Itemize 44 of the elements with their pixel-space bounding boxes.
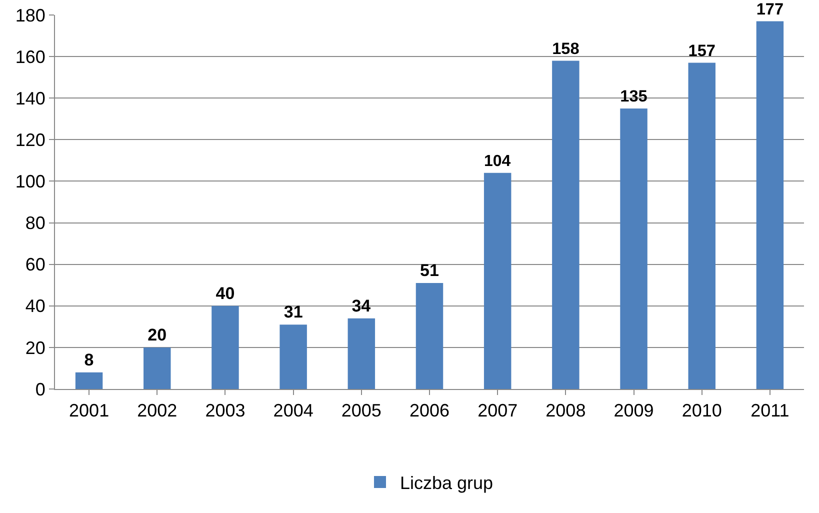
y-tick-label: 20 — [25, 338, 46, 358]
data-label: 135 — [620, 88, 648, 106]
x-tick-label: 2001 — [69, 400, 110, 421]
x-tick-label: 2010 — [682, 400, 722, 421]
bar — [280, 324, 307, 389]
x-tick-label: 2006 — [409, 400, 450, 421]
data-label: 20 — [148, 325, 167, 344]
data-label: 158 — [552, 40, 580, 58]
y-tick-label: 180 — [15, 5, 46, 26]
bar — [416, 283, 444, 389]
legend-label: Liczba grup — [400, 473, 494, 494]
x-tick-label: 2002 — [137, 400, 178, 421]
data-label: 8 — [84, 350, 94, 370]
x-tick-label: 2007 — [478, 400, 518, 421]
bar — [212, 306, 239, 389]
bar — [348, 318, 376, 389]
bar — [552, 60, 580, 389]
y-tick-label: 100 — [15, 172, 46, 192]
y-tick-label: 40 — [25, 296, 46, 316]
data-label: 157 — [688, 42, 716, 60]
y-tick-label: 0 — [35, 379, 46, 400]
y-tick-label: 80 — [25, 213, 46, 234]
data-label: 31 — [284, 302, 303, 322]
y-tick-label: 160 — [15, 46, 46, 67]
data-label: 51 — [420, 261, 439, 280]
x-tick-label: 2008 — [546, 400, 586, 421]
bar — [484, 172, 512, 389]
x-tick-label: 2005 — [341, 400, 382, 421]
data-label: 40 — [216, 284, 235, 303]
bar — [756, 21, 784, 389]
bar — [144, 347, 171, 389]
bar — [620, 108, 648, 389]
data-label: 34 — [352, 296, 372, 316]
x-tick-label: 2004 — [273, 400, 314, 421]
y-tick-label: 140 — [15, 88, 46, 108]
data-label: 177 — [756, 0, 784, 18]
data-label: 104 — [484, 153, 511, 170]
y-tick-label: 120 — [15, 130, 46, 150]
y-tick-label: 60 — [25, 254, 46, 275]
bar — [688, 62, 716, 389]
x-tick-label: 2011 — [750, 400, 790, 421]
x-tick-label: 2009 — [614, 400, 654, 421]
x-tick-label: 2003 — [205, 400, 246, 421]
bar — [75, 372, 103, 389]
